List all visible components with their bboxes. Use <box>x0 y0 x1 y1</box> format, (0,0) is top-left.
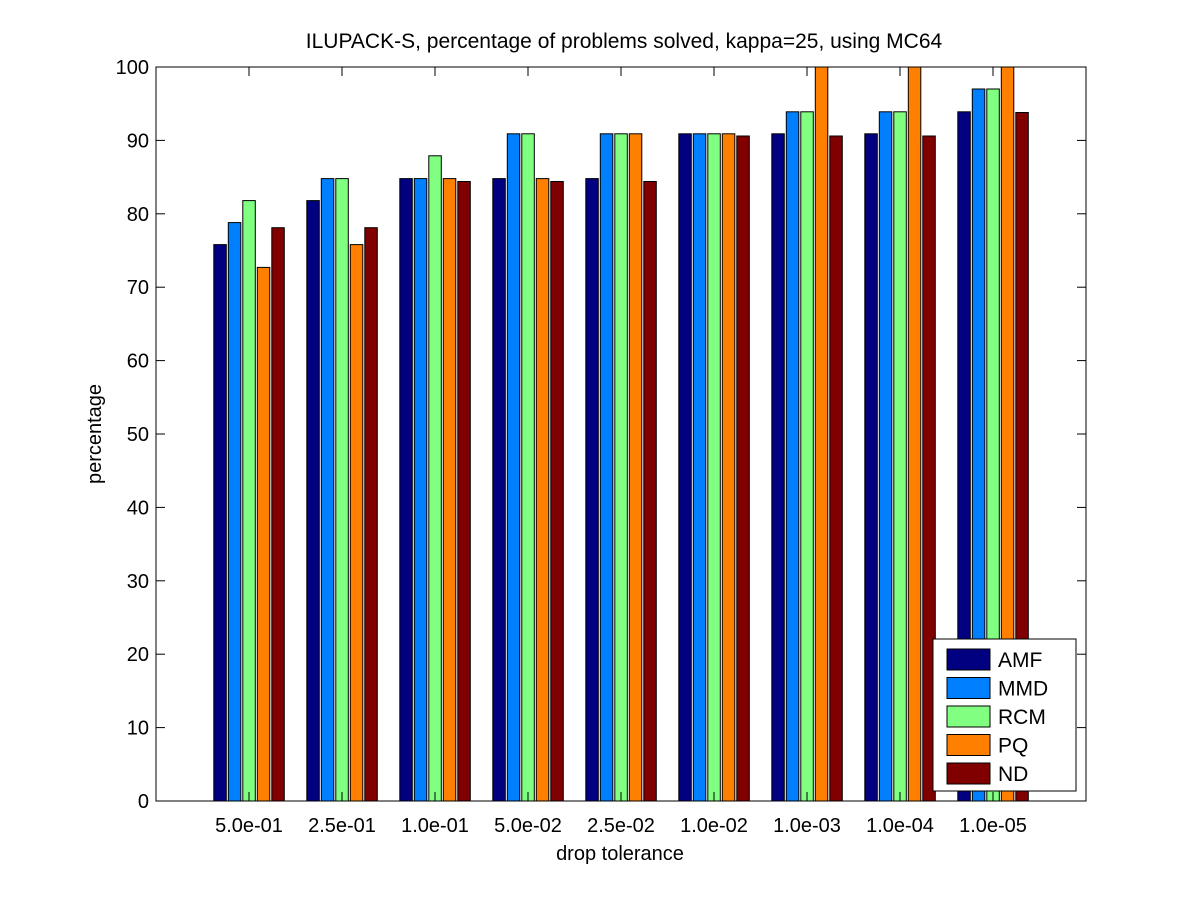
bar-amf-1 <box>306 200 320 802</box>
y-tick-label: 50 <box>127 424 149 446</box>
bar-nd-6 <box>829 135 843 802</box>
y-tick-label: 30 <box>127 571 149 593</box>
y-tick-label: 40 <box>127 497 149 519</box>
chart-title: ILUPACK-S, percentage of problems solved… <box>306 30 943 53</box>
bar-nd-3 <box>550 181 564 802</box>
bar-mmd-5 <box>692 133 707 802</box>
bar-amf-2 <box>399 178 413 802</box>
bar-pq-4 <box>628 133 643 802</box>
bar-mmd-6 <box>785 111 800 802</box>
bar-mmd-7 <box>878 111 893 802</box>
legend-swatch-amf <box>946 648 991 671</box>
legend-label-amf: AMF <box>998 649 1042 672</box>
y-tick-label: 70 <box>127 277 149 299</box>
bar-rcm-2 <box>428 155 442 802</box>
bar-nd-7 <box>922 135 936 802</box>
x-tick-label: 1.0e-03 <box>773 815 841 837</box>
bar-mmd-1 <box>320 178 335 802</box>
legend-swatch-mmd <box>946 677 991 699</box>
legend-label-pq: PQ <box>998 735 1028 758</box>
x-tick-label: 1.0e-02 <box>680 815 748 837</box>
bar-nd-0 <box>271 227 285 802</box>
x-tick-label: 1.0e-04 <box>866 815 934 837</box>
legend-label-rcm: RCM <box>998 706 1046 729</box>
bar-amf-8 <box>957 111 971 802</box>
x-tick-label: 2.5e-01 <box>308 815 376 837</box>
bar-pq-1 <box>349 244 364 802</box>
bar-pq-5 <box>721 133 736 802</box>
plot-area: 0 10 20 30 40 50 60 70 80 90 100 5.0e-01 2.5e-01 1.0e… <box>116 57 1087 837</box>
bar-nd-8 <box>1015 112 1029 802</box>
bar-rcm-5 <box>707 133 721 802</box>
bar-mmd-4 <box>599 133 614 802</box>
bar-nd-4 <box>643 181 657 802</box>
y-axis-label: percentage <box>84 384 106 484</box>
bar-pq-3 <box>535 178 550 802</box>
bar-mmd-2 <box>413 178 428 802</box>
bar-pq-0 <box>256 266 271 802</box>
bar-amf-5 <box>678 133 692 802</box>
x-tick-label: 1.0e-01 <box>401 815 469 837</box>
legend-label-mmd: MMD <box>998 678 1048 701</box>
y-tick-label: 10 <box>127 718 149 740</box>
bar-mmd-8 <box>971 88 986 802</box>
bar-rcm-1 <box>335 178 349 802</box>
legend-swatch-rcm <box>946 705 991 728</box>
legend-swatch-nd <box>946 762 991 785</box>
bar-pq-2 <box>442 178 457 802</box>
bar-amf-3 <box>492 178 506 802</box>
y-tick-label: 0 <box>138 791 149 813</box>
legend: AMF MMD RCM PQ ND <box>932 638 1077 792</box>
bar-pq-7 <box>907 66 922 802</box>
bar-rcm-4 <box>614 133 628 802</box>
x-axis-label: drop tolerance <box>556 843 684 865</box>
bar-amf-6 <box>771 133 785 802</box>
bar-pq-6 <box>814 66 829 802</box>
bar-rcm-0 <box>242 200 256 802</box>
y-tick-label: 20 <box>127 644 149 666</box>
bar-amf-0 <box>213 244 227 802</box>
bar-mmd-3 <box>506 133 521 802</box>
legend-label-nd: ND <box>998 763 1028 786</box>
bar-rcm-3 <box>521 133 535 802</box>
legend-swatch-pq <box>946 734 991 756</box>
bar-amf-7 <box>864 133 878 802</box>
x-tick-label: 1.0e-05 <box>959 815 1027 837</box>
x-tick-label: 5.0e-01 <box>215 815 283 837</box>
y-tick-label: 60 <box>127 351 149 373</box>
bar-nd-5 <box>736 135 750 802</box>
bar-rcm-6 <box>800 111 814 802</box>
y-tick-label: 80 <box>127 204 149 226</box>
x-tick-label: 5.0e-02 <box>494 815 562 837</box>
bar-nd-1 <box>364 227 378 802</box>
y-tick-label: 90 <box>127 130 149 152</box>
y-tick-label: 100 <box>116 57 149 79</box>
bar-amf-4 <box>585 178 599 802</box>
bar-mmd-0 <box>227 222 242 802</box>
x-tick-label: 2.5e-02 <box>587 815 655 837</box>
bar-rcm-7 <box>893 111 907 802</box>
bar-nd-2 <box>457 181 471 802</box>
bar-pq-8 <box>1000 66 1015 802</box>
